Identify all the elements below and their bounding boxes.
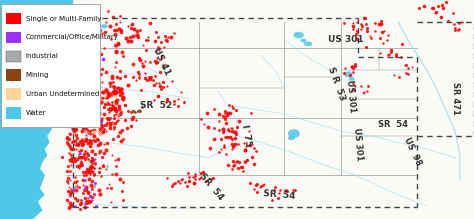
Point xyxy=(129,109,137,113)
Point xyxy=(402,64,410,67)
Point xyxy=(88,130,96,134)
Point xyxy=(226,129,233,133)
Point xyxy=(85,119,92,123)
Point xyxy=(104,102,111,105)
Point xyxy=(219,114,227,117)
Text: US 301: US 301 xyxy=(345,79,356,113)
Point xyxy=(104,10,111,13)
Point xyxy=(250,147,258,150)
Point xyxy=(201,122,208,126)
Point xyxy=(88,129,96,132)
Point xyxy=(358,84,365,88)
Point xyxy=(105,103,112,106)
Point xyxy=(456,22,463,25)
Point xyxy=(108,172,116,176)
Point xyxy=(91,103,98,107)
Point xyxy=(68,18,76,21)
Ellipse shape xyxy=(288,129,300,138)
Point xyxy=(109,104,117,108)
Point xyxy=(89,169,97,173)
Point xyxy=(82,138,90,142)
Point xyxy=(139,64,147,67)
Point xyxy=(68,153,75,156)
Point xyxy=(130,27,137,31)
Point xyxy=(119,55,127,58)
Point xyxy=(85,170,92,174)
Point xyxy=(145,38,152,42)
Point xyxy=(77,155,84,159)
Point xyxy=(227,127,235,130)
Point xyxy=(85,177,93,181)
Point xyxy=(159,55,166,59)
Point xyxy=(66,58,74,61)
Bar xyxy=(6,13,21,24)
Point xyxy=(162,101,170,104)
Point xyxy=(70,129,77,132)
Point xyxy=(90,129,98,132)
Point xyxy=(93,37,101,41)
Point xyxy=(105,182,113,185)
Text: Single or Multi-Family: Single or Multi-Family xyxy=(26,16,101,21)
Point xyxy=(63,28,71,32)
Point xyxy=(230,131,238,134)
Point xyxy=(367,37,375,40)
Point xyxy=(64,12,72,16)
Point xyxy=(77,42,84,45)
Point xyxy=(107,200,115,204)
Point xyxy=(86,144,94,147)
Point xyxy=(119,199,127,202)
Point xyxy=(108,120,116,123)
Point xyxy=(340,22,348,25)
Point xyxy=(124,83,132,87)
Point xyxy=(112,23,119,26)
Point xyxy=(94,89,101,93)
Point xyxy=(82,173,90,177)
Point xyxy=(71,39,78,42)
Point xyxy=(64,112,72,116)
Point xyxy=(128,118,136,121)
Point xyxy=(64,106,71,109)
Point xyxy=(109,84,117,87)
Point xyxy=(348,65,356,68)
Point xyxy=(121,74,128,78)
Point xyxy=(65,206,73,209)
Point xyxy=(89,9,96,12)
Point xyxy=(81,203,89,206)
Point xyxy=(93,96,100,100)
Point xyxy=(142,39,149,42)
Point xyxy=(435,5,442,8)
Point xyxy=(360,17,368,20)
Point xyxy=(89,131,97,135)
Point xyxy=(102,101,110,104)
Point xyxy=(154,45,162,49)
Point xyxy=(112,100,120,103)
Point xyxy=(117,178,124,181)
Point xyxy=(91,111,99,115)
Point xyxy=(100,105,108,108)
Point xyxy=(75,117,82,121)
Point xyxy=(380,29,388,32)
Point xyxy=(84,191,91,194)
Bar xyxy=(6,69,21,81)
Point xyxy=(245,136,253,140)
Point xyxy=(129,115,137,119)
Point xyxy=(75,166,83,170)
Point xyxy=(247,111,255,115)
Point xyxy=(90,121,97,124)
Point xyxy=(96,131,104,135)
Point xyxy=(225,104,233,107)
Point xyxy=(108,153,115,157)
Point xyxy=(129,62,137,66)
Point xyxy=(228,148,236,151)
Point xyxy=(63,169,71,173)
Point xyxy=(248,155,256,159)
Point xyxy=(224,127,232,130)
Point xyxy=(449,11,456,15)
Text: US 41: US 41 xyxy=(151,46,172,77)
Point xyxy=(68,25,76,28)
Ellipse shape xyxy=(304,41,312,46)
Text: Mining: Mining xyxy=(26,72,49,78)
Point xyxy=(71,103,78,106)
Point xyxy=(104,91,111,95)
